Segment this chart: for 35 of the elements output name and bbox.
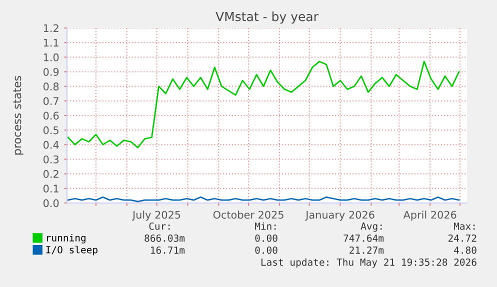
y-tick-label: 0.2	[43, 170, 58, 178]
text: 16.71m	[151, 246, 185, 254]
x-tick-label: April 2026	[403, 210, 456, 221]
y-tick-label: 0.6	[43, 112, 59, 120]
text: 0.00	[255, 234, 278, 242]
text: Cur:	[149, 222, 170, 230]
y-tick-label: 0.8	[43, 82, 59, 90]
y-tick-label: 1.2	[44, 24, 58, 32]
legend-label: I/O sleep	[46, 246, 98, 256]
text: 4.80	[454, 246, 476, 254]
text: 866.03m	[144, 234, 185, 242]
x-tick-label: January 2026	[305, 210, 374, 221]
y-tick-label: 0.1	[43, 184, 58, 193]
text: 24.72	[448, 234, 476, 242]
text: 0.00	[255, 246, 278, 254]
y-tick-label: 0.7	[43, 97, 58, 106]
y-tick-label: 0.4	[43, 140, 59, 149]
text: 747.64m	[344, 234, 384, 242]
y-axis-title: process states	[13, 76, 24, 155]
y-tick-label: 1.0	[44, 53, 59, 62]
legend-label: running	[47, 234, 86, 244]
line-series	[67, 60, 460, 148]
y-tick-label: 0.9	[43, 68, 59, 76]
x-tick-label: October 2025	[213, 210, 284, 219]
x-tick-label: July 2025	[132, 210, 180, 221]
y-tick-label: 1.1	[44, 38, 58, 47]
y-tick-label: 0.3	[43, 155, 59, 164]
chart-title: VMstat - by year	[216, 12, 318, 24]
text: Avg:	[360, 222, 382, 232]
y-tick-label: 0.0	[43, 199, 59, 208]
text: 21.27m	[350, 246, 384, 254]
text: Min:	[254, 222, 276, 230]
text: Last update: Thu May 21 19:35:28 2026	[261, 258, 476, 268]
text: Max:	[454, 222, 475, 230]
y-tick-label: 0.5	[43, 126, 58, 134]
